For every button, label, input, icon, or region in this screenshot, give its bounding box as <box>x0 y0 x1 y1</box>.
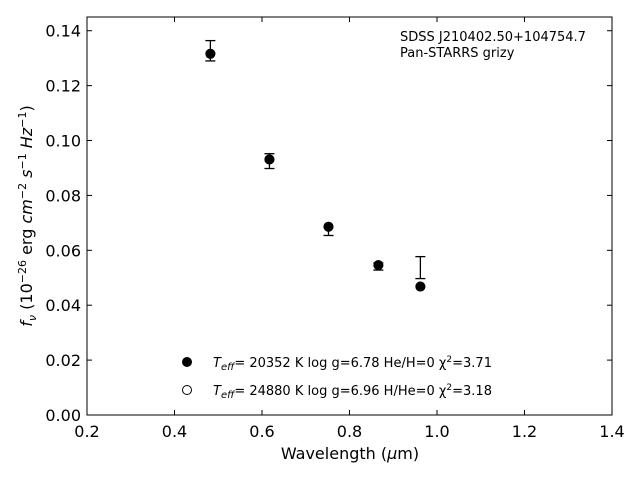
y-tick-label: 0.12 <box>45 77 81 96</box>
model-point-open <box>264 154 275 165</box>
y-tick-label: 0.08 <box>45 186 81 205</box>
annotation-line-1: SDSS J210402.50+104754.7 <box>400 30 586 45</box>
axis-ticks: 0.2 0.4 0.6 0.8 1.0 1.2 1.4 0.00 0.02 0.04 0.06 0.0… <box>45 17 625 441</box>
y-tick-label: 0.10 <box>45 132 81 151</box>
x-tick-label: 1.0 <box>424 422 449 441</box>
y-tick-label: 0.14 <box>45 22 81 41</box>
y-tick-label: 0.04 <box>45 296 81 315</box>
x-tick-label: 0.6 <box>249 422 274 441</box>
x-tick-label: 0.2 <box>74 422 99 441</box>
legend-entry: Teff= 24880 K log g=6.96 H/He=0 χ2=3.18 <box>213 383 492 401</box>
legend: Teff= 20352 K log g=6.78 He/H=0 χ2=3.71 T… <box>182 355 492 401</box>
x-axis-label: Wavelength (μm) <box>281 444 419 463</box>
y-tick-label: 0.00 <box>45 406 81 425</box>
y-tick-label: 0.06 <box>45 241 81 260</box>
legend-marker-open <box>182 385 192 395</box>
model-point-open <box>323 221 334 232</box>
x-tick-label: 0.8 <box>337 422 362 441</box>
x-tick-label: 0.4 <box>162 422 187 441</box>
model-point-open <box>415 281 426 292</box>
model-point-open <box>205 48 216 59</box>
y-tick-label: 0.02 <box>45 351 81 370</box>
y-axis-label: fν (10−26 erg cm−2 s−1 Hz−1) <box>16 105 39 326</box>
legend-marker-filled <box>182 357 192 367</box>
model-point-open <box>373 260 384 271</box>
annotation-line-2: Pan-STARRS grizy <box>400 46 515 61</box>
x-tick-label: 1.2 <box>512 422 537 441</box>
x-tick-label: 1.4 <box>599 422 624 441</box>
legend-entry: Teff= 20352 K log g=6.78 He/H=0 χ2=3.71 <box>213 355 492 373</box>
data-marks <box>205 39 426 292</box>
